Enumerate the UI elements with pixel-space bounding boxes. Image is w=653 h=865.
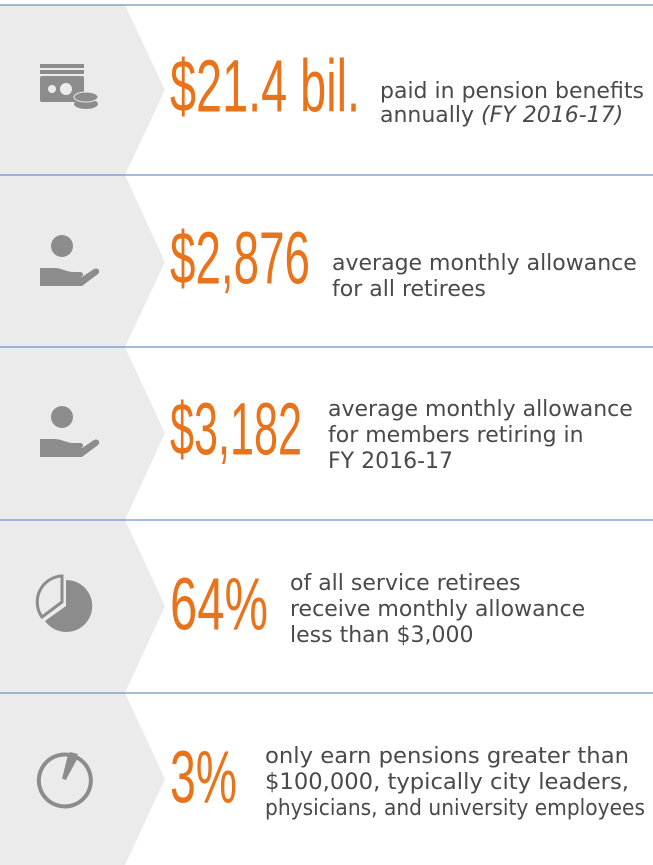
pie-icon [35,574,93,632]
figure: $21.4 bil. [170,45,360,128]
figure: $2,876 [170,217,310,300]
description: physicians, and university employees [265,796,645,821]
hand-coin-icon [40,406,100,457]
description: paid in pension benefits [380,79,644,104]
description: FY 2016-17 [328,449,453,474]
description: only earn pensions greater than [265,744,629,769]
description: for all retirees [332,277,486,302]
panel [0,693,165,865]
hand-coin-icon [40,235,100,286]
description: average monthly allowance [332,251,637,276]
panel [0,175,165,347]
description: annually (FY 2016-17) [380,103,623,128]
note: (FY 2016-17) [481,103,623,128]
panel [0,347,165,520]
pie-icon [36,752,93,809]
description: less than $3,000 [290,623,474,648]
description: annually [380,103,474,128]
money-icon [40,64,99,109]
description: $100,000, typically city leaders, [265,770,629,795]
description: of all service retirees [290,571,521,596]
figure: 3% [170,736,237,819]
description: receive monthly allowance [290,597,585,622]
description: average monthly allowance [328,397,633,422]
figure: $3,182 [170,388,302,471]
description: for members retiring in [328,423,584,448]
figure: 64% [170,563,268,646]
